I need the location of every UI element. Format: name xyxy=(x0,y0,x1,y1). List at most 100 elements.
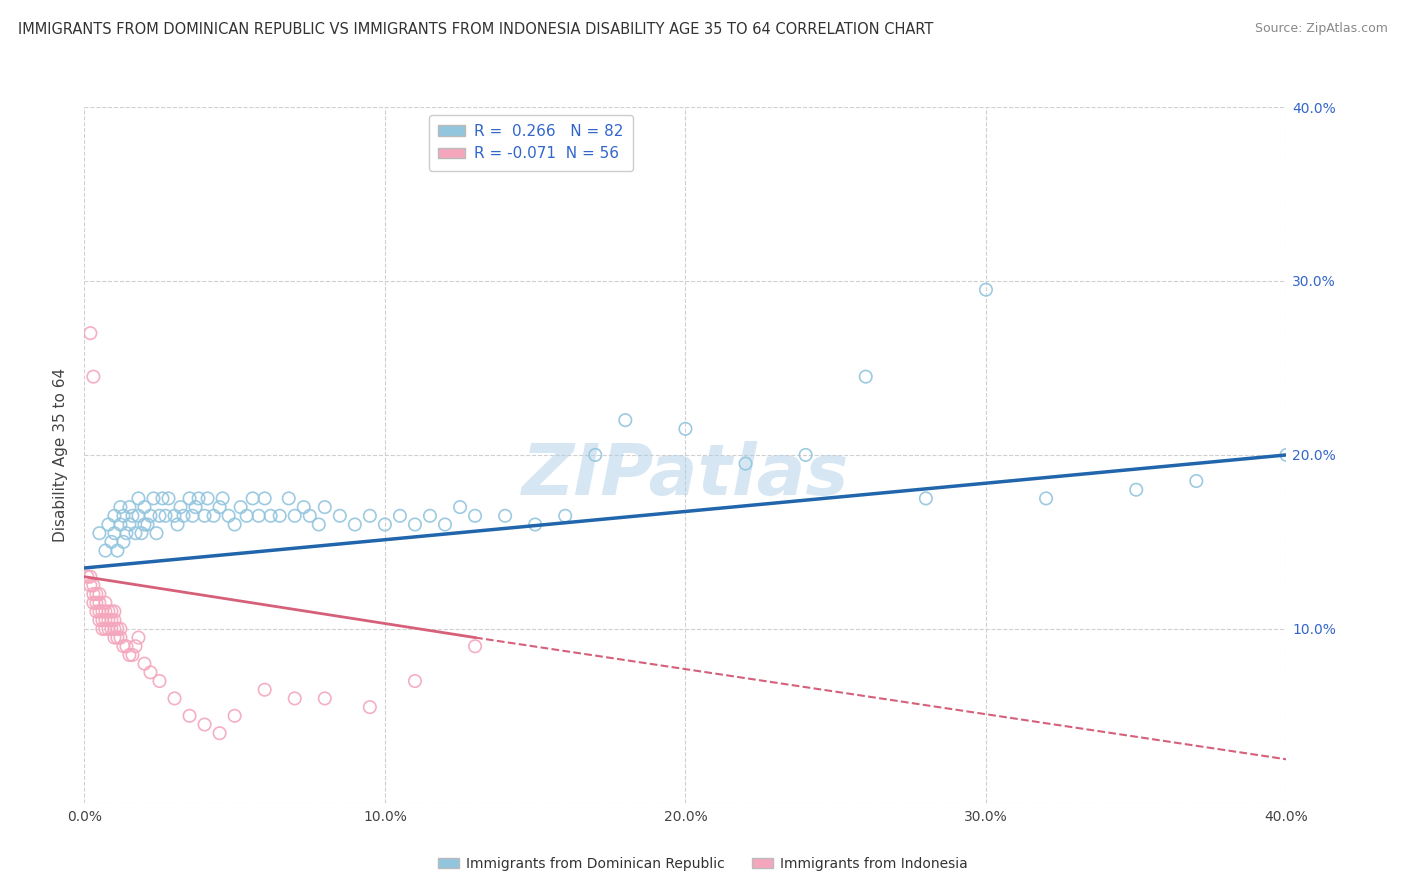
Text: Source: ZipAtlas.com: Source: ZipAtlas.com xyxy=(1254,22,1388,36)
Point xyxy=(79,570,101,584)
Point xyxy=(224,708,246,723)
Point xyxy=(284,508,307,523)
Point xyxy=(89,587,111,601)
Point xyxy=(494,508,516,523)
Point xyxy=(118,648,141,662)
Point xyxy=(915,491,938,506)
Point xyxy=(166,517,188,532)
Point xyxy=(91,605,114,619)
Point xyxy=(91,613,114,627)
Point xyxy=(94,613,117,627)
Point xyxy=(794,448,817,462)
Point xyxy=(118,517,141,532)
Point xyxy=(134,657,156,671)
Point xyxy=(1035,491,1057,506)
Point xyxy=(308,517,330,532)
Point xyxy=(247,508,270,523)
Point xyxy=(127,491,149,506)
Point xyxy=(675,422,697,436)
Point xyxy=(110,622,132,636)
Point xyxy=(97,605,120,619)
Point xyxy=(253,491,276,506)
Point xyxy=(269,508,291,523)
Point xyxy=(118,500,141,514)
Point xyxy=(1185,474,1208,488)
Point xyxy=(343,517,366,532)
Point xyxy=(314,691,336,706)
Point xyxy=(112,508,135,523)
Point xyxy=(464,508,486,523)
Point xyxy=(179,708,201,723)
Point xyxy=(242,491,264,506)
Point xyxy=(94,605,117,619)
Point xyxy=(103,613,125,627)
Point xyxy=(89,613,111,627)
Point xyxy=(329,508,352,523)
Point xyxy=(260,508,283,523)
Point xyxy=(124,526,146,541)
Point xyxy=(524,517,547,532)
Point xyxy=(419,508,441,523)
Point xyxy=(157,491,180,506)
Point xyxy=(97,517,120,532)
Point xyxy=(187,491,209,506)
Point xyxy=(173,508,195,523)
Point xyxy=(100,534,122,549)
Point xyxy=(181,508,204,523)
Point xyxy=(218,508,240,523)
Point xyxy=(163,691,186,706)
Point xyxy=(145,526,167,541)
Point xyxy=(208,726,231,740)
Point xyxy=(169,500,191,514)
Point xyxy=(115,526,138,541)
Point xyxy=(97,622,120,636)
Point xyxy=(253,682,276,697)
Point xyxy=(100,605,122,619)
Point xyxy=(184,500,207,514)
Point xyxy=(112,534,135,549)
Point xyxy=(103,631,125,645)
Point xyxy=(464,639,486,653)
Point xyxy=(103,526,125,541)
Point xyxy=(103,622,125,636)
Point xyxy=(110,517,132,532)
Text: IMMIGRANTS FROM DOMINICAN REPUBLIC VS IMMIGRANTS FROM INDONESIA DISABILITY AGE 3: IMMIGRANTS FROM DOMINICAN REPUBLIC VS IM… xyxy=(18,22,934,37)
Point xyxy=(79,326,101,340)
Point xyxy=(100,622,122,636)
Point xyxy=(855,369,877,384)
Point xyxy=(100,613,122,627)
Point xyxy=(82,578,104,592)
Point xyxy=(229,500,252,514)
Point xyxy=(82,596,104,610)
Y-axis label: Disability Age 35 to 64: Disability Age 35 to 64 xyxy=(53,368,69,542)
Point xyxy=(97,613,120,627)
Point xyxy=(1275,448,1298,462)
Legend: Immigrants from Dominican Republic, Immigrants from Indonesia: Immigrants from Dominican Republic, Immi… xyxy=(433,851,973,876)
Point xyxy=(388,508,411,523)
Point xyxy=(139,665,162,680)
Point xyxy=(131,526,153,541)
Point xyxy=(103,605,125,619)
Point xyxy=(110,500,132,514)
Point xyxy=(434,517,457,532)
Point xyxy=(235,508,257,523)
Point xyxy=(284,691,307,706)
Point xyxy=(82,369,104,384)
Point xyxy=(124,639,146,653)
Point xyxy=(121,648,143,662)
Point xyxy=(107,631,129,645)
Point xyxy=(139,508,162,523)
Point xyxy=(202,508,225,523)
Point xyxy=(292,500,315,514)
Point xyxy=(94,596,117,610)
Point xyxy=(107,622,129,636)
Point xyxy=(211,491,233,506)
Point xyxy=(208,500,231,514)
Point xyxy=(110,631,132,645)
Point xyxy=(359,508,381,523)
Point xyxy=(163,508,186,523)
Point xyxy=(142,491,165,506)
Point xyxy=(194,508,217,523)
Point xyxy=(614,413,637,427)
Point xyxy=(94,543,117,558)
